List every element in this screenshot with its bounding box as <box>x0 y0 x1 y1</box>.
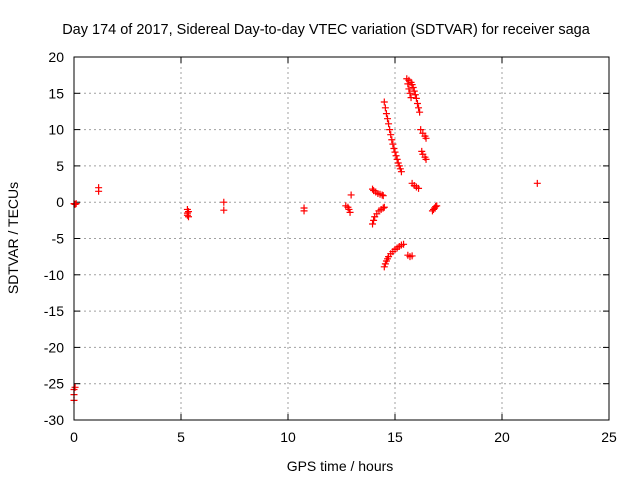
x-tick-label: 25 <box>601 429 617 445</box>
data-point <box>407 94 415 102</box>
data-point <box>391 148 399 156</box>
data-point <box>389 140 397 148</box>
data-point <box>381 104 389 112</box>
data-point <box>390 144 398 152</box>
tick-labels: 0 5 10 15 20 25 20 15 10 5 0 -5 -10 -15 -20 -25 -30 <box>44 49 617 445</box>
data-point <box>71 200 79 208</box>
y-tick-label: -25 <box>44 376 64 392</box>
data-point <box>378 191 386 199</box>
data-point <box>382 110 390 118</box>
y-tick-label: -30 <box>44 412 64 428</box>
data-point <box>409 83 417 91</box>
data-point <box>422 155 430 163</box>
data-point <box>406 89 414 97</box>
data-point <box>433 202 441 210</box>
data-point <box>415 104 423 112</box>
data-point <box>380 203 388 211</box>
y-tick-label: 20 <box>48 49 64 65</box>
grid-lines <box>74 57 609 420</box>
y-tick-label: 10 <box>48 122 64 138</box>
y-tick-label: -20 <box>44 339 64 355</box>
data-point <box>71 383 79 391</box>
data-point <box>386 126 394 134</box>
data-point <box>379 192 387 200</box>
data-point <box>397 168 405 176</box>
data-point <box>220 206 228 214</box>
data-point <box>400 240 408 248</box>
data-point <box>384 115 392 123</box>
data-point <box>220 198 228 206</box>
y-tick-label: 5 <box>56 158 64 174</box>
chart-title: Day 174 of 2017, Sidereal Day-to-day VTE… <box>62 22 591 38</box>
y-tick-label: -10 <box>44 267 64 283</box>
x-tick-label: 10 <box>280 429 296 445</box>
data-point <box>412 94 420 102</box>
y-tick-label: -5 <box>52 231 65 247</box>
plot-frame <box>73 56 610 421</box>
x-tick-label: 20 <box>494 429 510 445</box>
data-point <box>387 131 395 139</box>
data-point <box>411 91 419 99</box>
data-point <box>410 87 418 95</box>
data-point <box>95 187 103 195</box>
data-point <box>422 134 430 142</box>
data-point <box>432 203 440 211</box>
x-axis-label: GPS time / hours <box>287 458 394 474</box>
data-point <box>417 126 425 134</box>
data-point <box>415 184 423 192</box>
y-tick-label: -15 <box>44 303 64 319</box>
data-points <box>70 75 541 404</box>
x-tick-label: 5 <box>177 429 185 445</box>
data-point <box>300 207 308 215</box>
data-point <box>347 191 355 199</box>
data-point <box>379 204 387 212</box>
y-tick-label: 0 <box>56 194 64 210</box>
data-point <box>413 99 421 107</box>
data-point <box>346 208 354 216</box>
data-point <box>184 213 192 221</box>
data-point <box>380 98 388 106</box>
data-point <box>183 209 191 217</box>
data-point <box>369 220 377 228</box>
x-tick-label: 15 <box>387 429 403 445</box>
data-point <box>393 155 401 163</box>
data-point <box>404 80 412 88</box>
data-point <box>388 136 396 144</box>
data-point <box>370 216 378 224</box>
data-point <box>392 152 400 160</box>
data-point <box>416 108 424 116</box>
data-point <box>533 179 541 187</box>
data-point <box>405 85 413 93</box>
data-point <box>408 252 416 260</box>
data-point <box>385 120 393 128</box>
x-tick-label: 0 <box>70 429 78 445</box>
y-tick-label: 15 <box>48 85 64 101</box>
y-axis-label: SDTVAR / TECUs <box>5 182 21 294</box>
